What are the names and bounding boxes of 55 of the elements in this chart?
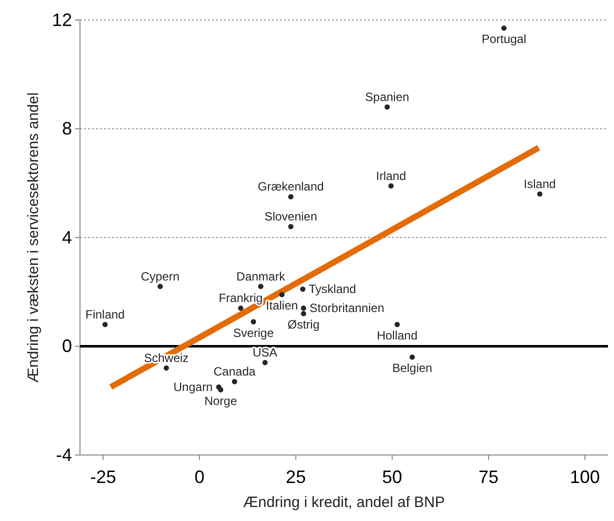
point: [300, 310, 306, 316]
series-label: Portugal: [482, 32, 526, 46]
series-label: Storbritannien: [310, 301, 384, 316]
y-tick-label: 4: [62, 227, 72, 248]
point: [384, 104, 390, 110]
y-tick-label: 12: [52, 10, 72, 30]
series-label: Sverige: [233, 326, 274, 340]
point: [250, 319, 256, 324]
point: [232, 378, 238, 384]
point: [410, 354, 415, 360]
series-label: Irland: [376, 168, 406, 183]
point: [102, 322, 108, 328]
series-label: Spanien: [365, 90, 410, 104]
series-label: Belgien: [392, 361, 432, 376]
y-tick-label: 0: [62, 336, 72, 356]
point: [537, 191, 542, 197]
x-tick-label: 0: [194, 466, 204, 487]
x-tick-label: 100: [570, 466, 600, 487]
point: [388, 183, 394, 188]
series-label: Island: [524, 177, 556, 191]
series-label: Slovenien: [264, 210, 318, 224]
point: [288, 224, 294, 230]
point: [288, 194, 294, 200]
series-label: Italien: [266, 298, 298, 313]
series-label: Finland: [85, 308, 125, 322]
point: [300, 286, 306, 292]
y-axis-title: Ændring i væksten i servicesektorens andel: [25, 92, 42, 383]
point: [238, 306, 244, 311]
point: [279, 292, 285, 298]
series-label: Norge: [204, 394, 238, 408]
x-tick-label: 50: [382, 466, 402, 487]
point: [394, 322, 400, 328]
series-label: Ungarn: [173, 380, 213, 394]
series-label: Tyskland: [308, 282, 356, 296]
point: [258, 284, 264, 290]
point: [158, 284, 163, 290]
point: [164, 365, 169, 371]
x-tick-label: 25: [286, 466, 306, 487]
x-tick-label: 75: [478, 466, 499, 487]
series-label: USA: [252, 346, 278, 360]
point: [501, 26, 507, 31]
point: [218, 387, 224, 392]
point: [300, 306, 306, 311]
series-label: Canada: [214, 364, 256, 379]
series-label: Østrig: [288, 318, 320, 332]
series-label: Cypern: [140, 269, 180, 284]
x-axis-title: Ændring i kredit, andel af BNP: [243, 494, 445, 511]
y-tick-label: 8: [62, 118, 72, 139]
series-label: Danmark: [236, 269, 286, 284]
x-tick-label: -25: [90, 466, 116, 487]
series-label: Grækenland: [258, 180, 324, 194]
y-tick-label: -4: [56, 444, 72, 465]
series-label: Holland: [376, 328, 418, 342]
point: [262, 360, 268, 366]
series-label: Frankrig: [218, 291, 263, 306]
